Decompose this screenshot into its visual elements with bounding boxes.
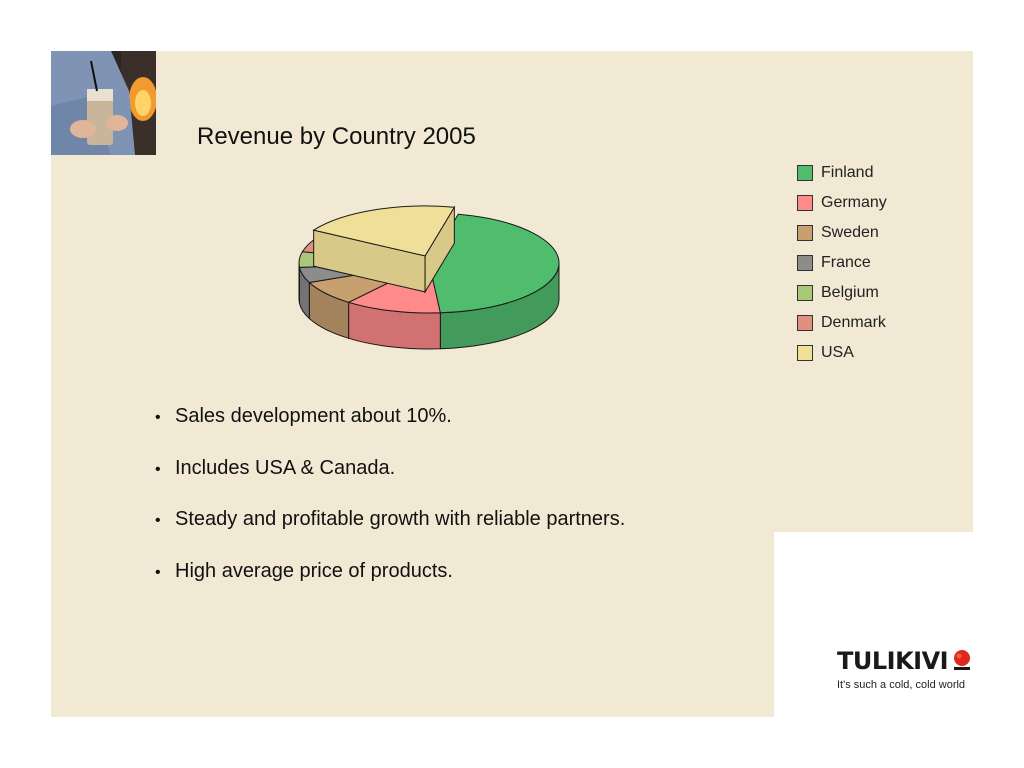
- bullet-list: • Sales development about 10%. • Includes …: [155, 405, 625, 611]
- legend-item-germany: Germany: [797, 188, 887, 218]
- legend-label-belgium: Belgium: [821, 284, 879, 301]
- bullet-dot: •: [155, 460, 161, 478]
- bullet-dot: •: [155, 409, 161, 426]
- legend-swatch-sweden: [797, 225, 813, 241]
- legend-item-finland: Finland: [797, 158, 887, 188]
- legend-swatch-finland: [797, 165, 813, 181]
- legend-swatch-denmark: [797, 315, 813, 331]
- brand-box: TULIKIVI It's such a cold, cold world: [774, 532, 973, 717]
- legend-label-germany: Germany: [821, 194, 887, 211]
- brand-name: TULIKIVI: [837, 647, 949, 675]
- legend-item-usa: USA: [797, 338, 887, 368]
- bullet-text: Includes USA & Canada.: [175, 456, 396, 479]
- bullet-item: • High average price of products.: [155, 560, 625, 612]
- legend-item-france: France: [797, 248, 887, 278]
- legend-label-france: France: [821, 254, 871, 271]
- brand-tagline: It's such a cold, cold world: [837, 679, 966, 691]
- bullet-item: • Sales development about 10%.: [155, 405, 625, 457]
- bullet-dot: •: [155, 512, 161, 529]
- legend-swatch-belgium: [797, 285, 813, 301]
- pie-slice-usa: [312, 205, 456, 294]
- legend-swatch-germany: [797, 195, 813, 211]
- brand-name-row: TULIKIVI: [837, 647, 973, 675]
- bullet-text: Steady and profitable growth with reliab…: [175, 508, 626, 530]
- revenue-pie-chart: [298, 205, 560, 350]
- bullet-text: Sales development about 10%.: [175, 405, 452, 427]
- coffee-photo: [51, 51, 156, 155]
- slide-title: Revenue by Country 2005: [197, 123, 476, 150]
- bullet-text: High average price of products.: [175, 559, 453, 582]
- legend-label-sweden: Sweden: [821, 224, 879, 241]
- legend-swatch-france: [797, 255, 813, 271]
- legend-label-finland: Finland: [821, 164, 874, 181]
- legend-item-denmark: Denmark: [797, 308, 887, 338]
- brand-logo: TULIKIVI It's such a cold, cold world: [837, 647, 973, 691]
- flame-icon: [954, 650, 971, 670]
- legend-swatch-usa: [797, 345, 813, 361]
- slide: Revenue by Country 2005 Finland Germany …: [51, 51, 973, 717]
- bullet-dot: •: [155, 563, 161, 581]
- legend-item-belgium: Belgium: [797, 278, 887, 308]
- bullet-item: • Steady and profitable growth with relia…: [155, 508, 625, 560]
- legend-label-denmark: Denmark: [821, 314, 886, 331]
- bullet-item: • Includes USA & Canada.: [155, 457, 625, 509]
- legend-label-usa: USA: [821, 344, 854, 361]
- pie-slice-finland: [428, 213, 560, 350]
- chart-legend: Finland Germany Sweden France Belgium De…: [797, 158, 887, 368]
- legend-item-sweden: Sweden: [797, 218, 887, 248]
